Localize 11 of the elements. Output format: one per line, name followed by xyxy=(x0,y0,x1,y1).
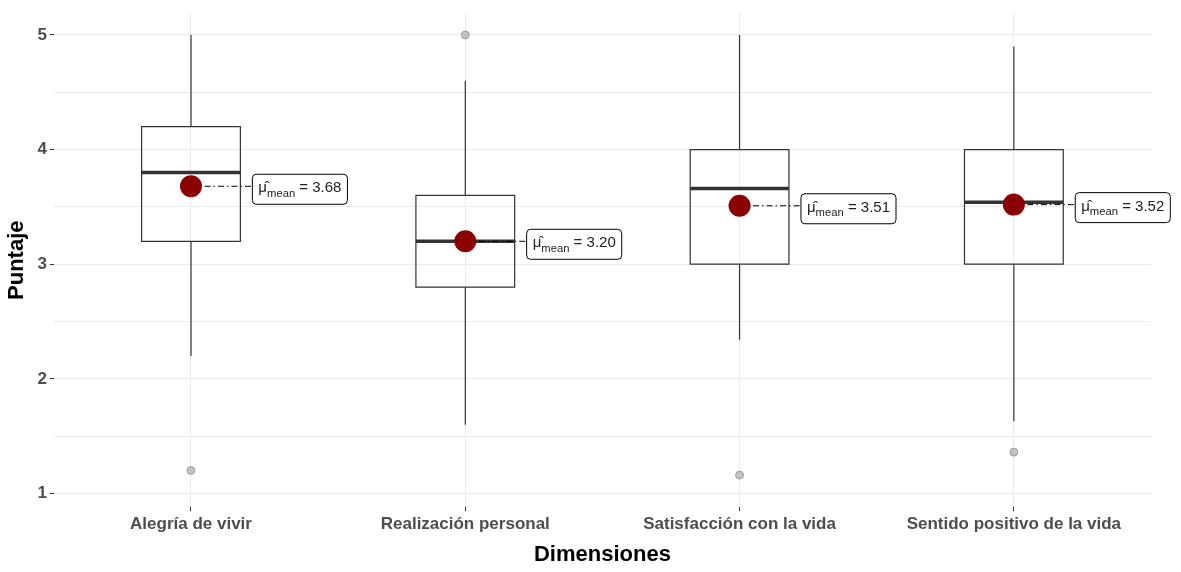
y-axis-title: Puntaje xyxy=(3,220,29,300)
x-tick-label: Sentido positivo de la vida xyxy=(906,514,1122,534)
y-tick-label: 3 xyxy=(37,253,47,273)
x-axis-title: Dimensiones xyxy=(533,540,671,566)
x-tick-label: Satisfacción con la vida xyxy=(643,514,837,534)
y-tick-label: 5 xyxy=(37,24,47,44)
y-tick-label: 4 xyxy=(37,139,48,159)
y-tick-label: 1 xyxy=(37,483,47,503)
x-tick-label: Realización personal xyxy=(380,514,550,534)
x-tick-label: Alegría de vivir xyxy=(130,514,253,534)
y-tick-label: 2 xyxy=(37,368,47,388)
